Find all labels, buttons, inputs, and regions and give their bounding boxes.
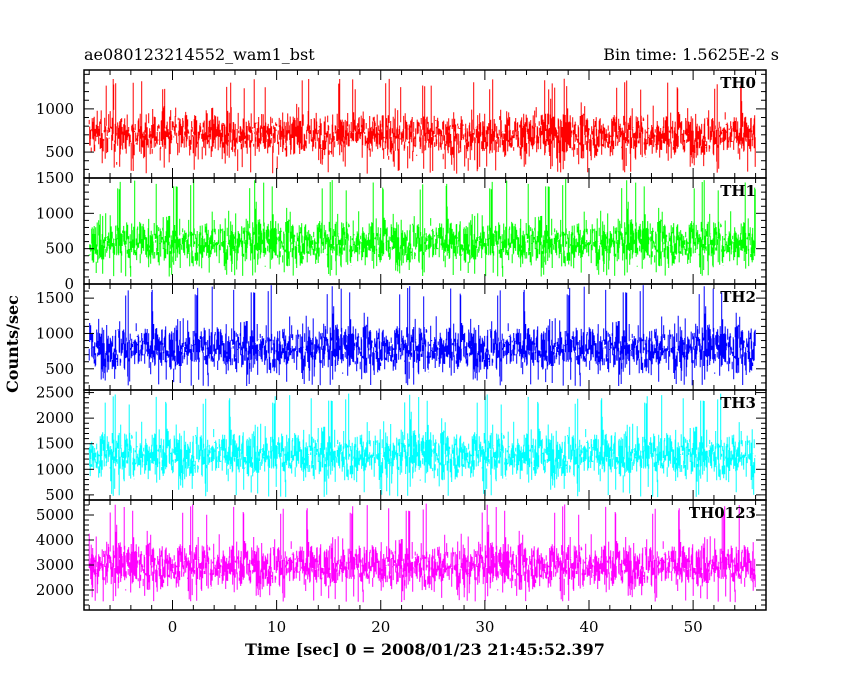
- panel-label: TH1: [720, 182, 756, 200]
- y-tick-label: 2000: [36, 581, 74, 599]
- panel-label: TH0123: [689, 504, 756, 522]
- x-tick-label: 10: [267, 618, 286, 636]
- x-tick-label: 0: [168, 618, 178, 636]
- y-tick-label: 1000: [36, 204, 74, 222]
- y-tick-label: 2500: [36, 384, 74, 402]
- y-tick-label: 500: [45, 360, 74, 378]
- y-tick-label: 1000: [36, 100, 74, 118]
- y-tick-label: 3000: [36, 556, 74, 574]
- series-th3: [88, 393, 756, 498]
- panel-th0123: 2000 3000 4000 5000 TH0123: [36, 499, 767, 611]
- y-tick-label: 0: [64, 275, 74, 293]
- panel-th3: 500 1000 1500 2000 2500 TH3: [36, 384, 767, 504]
- y-tick-label: 500: [45, 486, 74, 504]
- plot-title: ae080123214552_wam1_bst: [84, 45, 315, 64]
- panel-th0: 500 1000 TH0: [36, 69, 767, 179]
- y-tick-label: 1000: [36, 460, 74, 478]
- y-tick-label: 500: [45, 143, 74, 161]
- x-tick-label: 20: [371, 618, 390, 636]
- panel-label: TH2: [720, 288, 756, 306]
- series-th0123: [88, 503, 756, 603]
- y-tick-label: 1000: [36, 324, 74, 342]
- bin-time-label: Bin time: 1.5625E-2 s: [603, 45, 779, 64]
- y-tick-label: 4000: [36, 531, 74, 549]
- y-tick-label: 2000: [36, 409, 74, 427]
- panel-label: TH0: [720, 74, 756, 92]
- series-th0: [88, 78, 756, 174]
- y-axis-label: Counts/sec: [3, 295, 22, 393]
- x-tick-label: 50: [684, 618, 703, 636]
- panel-th2: 500 1000 1500 TH2: [36, 283, 767, 391]
- y-tick-label: 1500: [36, 289, 74, 307]
- series-th1: [88, 179, 756, 277]
- series-th2: [88, 285, 756, 387]
- y-tick-label: 1500: [36, 169, 74, 187]
- x-tick-label: 30: [475, 618, 494, 636]
- x-axis-label: Time [sec] 0 = 2008/01/23 21:45:52.397: [245, 640, 605, 659]
- panel-th1: 0 500 1000 1500 TH1: [36, 169, 767, 293]
- x-tick-label: 40: [579, 618, 598, 636]
- panel-label: TH3: [720, 394, 756, 412]
- y-tick-label: 500: [45, 240, 74, 258]
- y-tick-label: 1500: [36, 435, 74, 453]
- y-tick-label: 5000: [36, 506, 74, 524]
